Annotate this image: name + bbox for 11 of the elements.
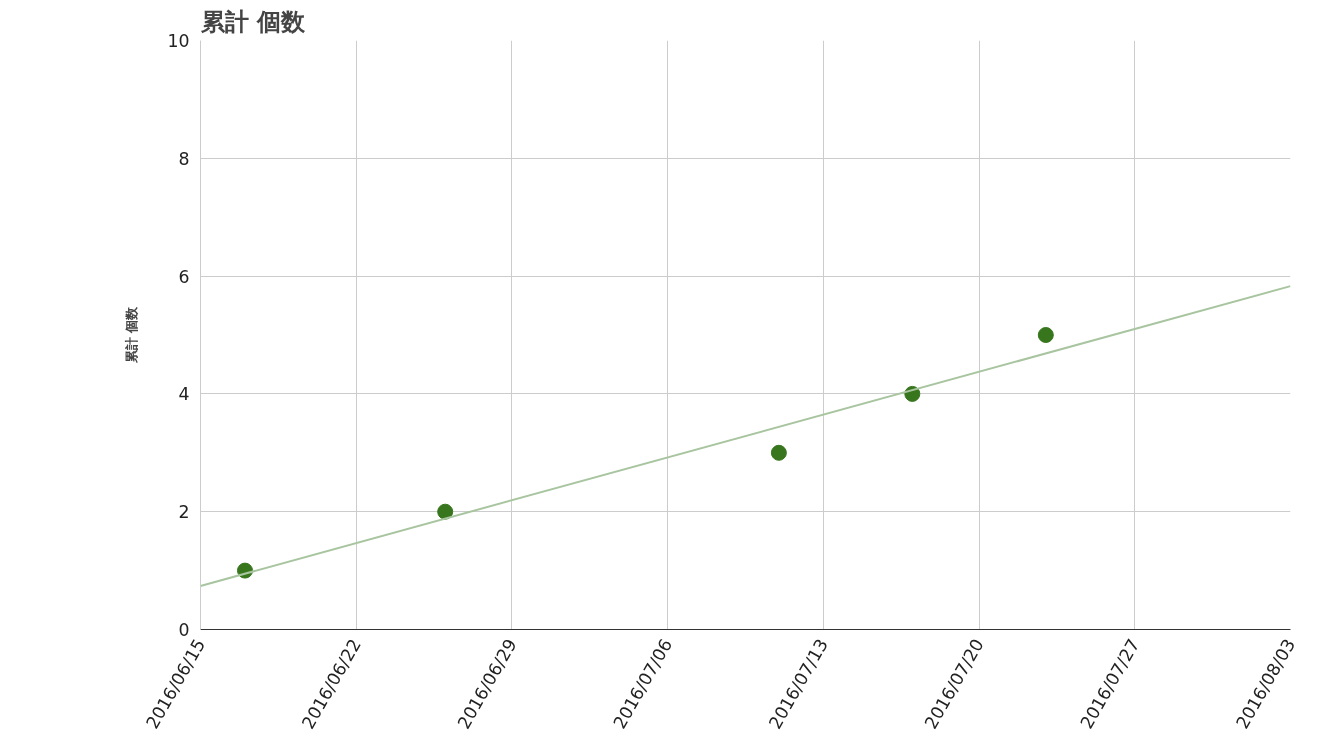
y-tick-label: 0 — [178, 620, 190, 640]
point — [770, 444, 787, 461]
y-tick-label: 8 — [178, 148, 190, 169]
y-axis-title: 累計 個数 — [124, 305, 140, 365]
y-tick-label: 4 — [178, 384, 190, 405]
point — [437, 503, 454, 520]
chart-title: 累計 個数 — [199, 7, 306, 36]
point — [1037, 327, 1054, 343]
y-tick-label: 10 — [167, 31, 190, 51]
y-tick-label: 6 — [178, 266, 190, 287]
y-tick-label: 2 — [178, 502, 190, 523]
